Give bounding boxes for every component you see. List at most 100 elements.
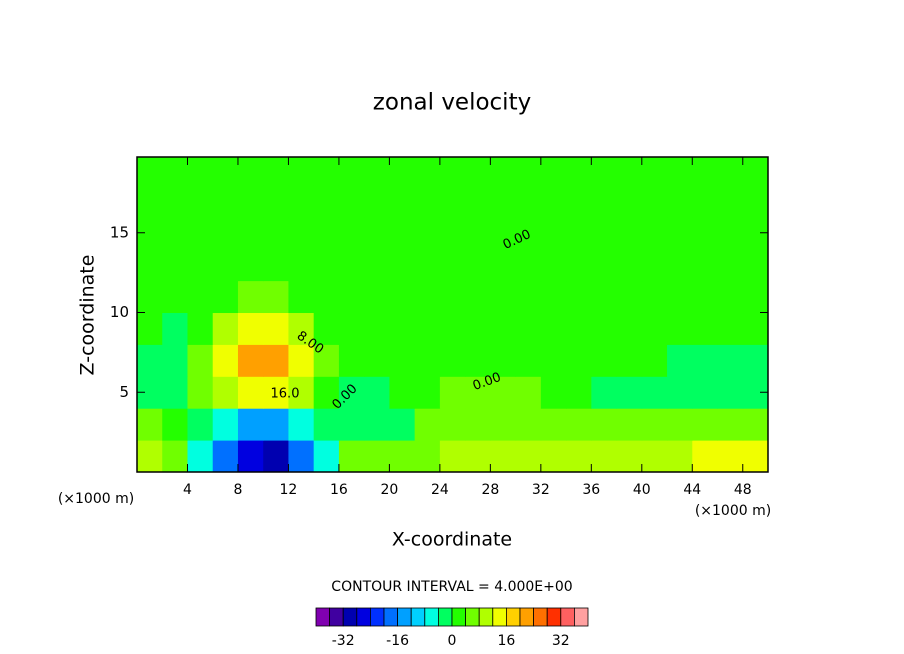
contour-cell — [566, 248, 592, 282]
contour-cell — [616, 440, 643, 472]
contour-cell — [313, 312, 340, 345]
contour-cell — [263, 216, 289, 250]
contour-cell — [212, 248, 239, 282]
contour-cell — [641, 216, 668, 250]
contour-cell — [515, 312, 542, 345]
colorbar-box — [383, 607, 399, 627]
contour-cell — [389, 184, 416, 218]
contour-cell — [187, 157, 214, 186]
contour-cell — [288, 440, 315, 472]
x-tick-label: 28 — [481, 482, 499, 498]
colorbar-tick-label: 0 — [448, 633, 457, 649]
contour-cell — [591, 344, 618, 377]
contour-cell — [667, 440, 693, 472]
contour-cell — [162, 344, 188, 377]
contour-cell — [641, 157, 668, 186]
contour-cell — [490, 157, 517, 186]
y-tick-label: 15 — [110, 223, 129, 241]
contour-cell — [162, 216, 188, 250]
contour-cell — [212, 344, 239, 377]
contour-cell — [288, 280, 315, 314]
contour-interval: CONTOUR INTERVAL = 4.000E+00 — [331, 579, 572, 595]
contour-cell — [465, 376, 491, 409]
colorbar-box — [451, 607, 467, 627]
contour-cell — [641, 248, 668, 282]
contour-cell — [364, 184, 390, 218]
contour-cell — [540, 440, 567, 472]
colorbar-tick-label: -16 — [386, 633, 409, 649]
contour-cell — [717, 248, 744, 282]
contour-cell — [288, 184, 315, 218]
contour-cell — [490, 280, 517, 314]
contour-cell — [237, 216, 264, 250]
contour-cell — [465, 184, 491, 218]
contour-cell — [540, 376, 567, 409]
contour-cell — [187, 376, 214, 409]
contour-cell — [162, 184, 188, 218]
colorbar-tick-label: 16 — [497, 633, 515, 649]
contour-cell — [439, 376, 466, 409]
contour-cell — [515, 216, 542, 250]
x-tick-label: 32 — [532, 482, 550, 498]
contour-cell — [389, 216, 416, 250]
x-tick-label: 12 — [280, 482, 298, 498]
x-tick-label: 24 — [431, 482, 449, 498]
contour-cell — [313, 440, 340, 472]
contour-cell — [414, 408, 441, 441]
contour-cell — [288, 344, 315, 377]
contour-cell — [237, 344, 264, 377]
contour-cell — [389, 157, 416, 186]
contour-cell — [313, 248, 340, 282]
contour-cell — [137, 157, 163, 186]
contour-cell — [465, 440, 491, 472]
contour-cell — [237, 312, 264, 345]
contour-cell — [389, 248, 416, 282]
contour-cell — [540, 408, 567, 441]
colorbar-tick-label: 32 — [552, 633, 570, 649]
contour-cell — [137, 312, 163, 345]
contour-cell — [288, 216, 315, 250]
contour-cell — [162, 157, 188, 186]
contour-cell — [187, 312, 214, 345]
colorbar-box — [533, 607, 548, 627]
contour-cell — [591, 280, 618, 314]
contour-cell — [667, 344, 693, 377]
contour-cell — [137, 280, 163, 314]
contour-cell — [338, 157, 365, 186]
contour-cell — [465, 248, 491, 282]
contour-cell — [389, 312, 416, 345]
contour-cell — [162, 248, 188, 282]
colorbar-box — [560, 607, 575, 627]
contour-cell — [263, 408, 289, 441]
contour-cell — [439, 157, 466, 186]
contour-cell — [742, 440, 768, 472]
contour-cell — [742, 312, 768, 345]
contour-cell — [414, 280, 441, 314]
contour-cell — [313, 157, 340, 186]
colorbar-box — [329, 607, 344, 627]
contour-cell — [465, 312, 491, 345]
contour-field — [137, 157, 768, 472]
colorbar-box — [492, 607, 507, 627]
x-unit-label: (×1000 m) — [58, 491, 134, 507]
contour-cell — [616, 312, 643, 345]
colorbar-box — [424, 607, 439, 627]
contour-cell — [641, 408, 668, 441]
contour-cell — [389, 280, 416, 314]
contour-cell — [490, 344, 517, 377]
contour-cell — [364, 216, 390, 250]
x-tick-label: 36 — [582, 482, 600, 498]
contour-cell — [237, 440, 264, 472]
contour-cell — [465, 344, 491, 377]
contour-cell — [742, 344, 768, 377]
contour-cell — [364, 376, 390, 409]
contour-cell — [591, 408, 618, 441]
contour-cell — [439, 408, 466, 441]
contour-cell — [692, 157, 719, 186]
contour-cell — [288, 157, 315, 186]
contour-cell — [667, 184, 693, 218]
contour-cell — [137, 248, 163, 282]
chart-title: zonal velocity — [373, 90, 531, 116]
plot-frame — [136, 156, 769, 473]
contour-cell — [566, 216, 592, 250]
